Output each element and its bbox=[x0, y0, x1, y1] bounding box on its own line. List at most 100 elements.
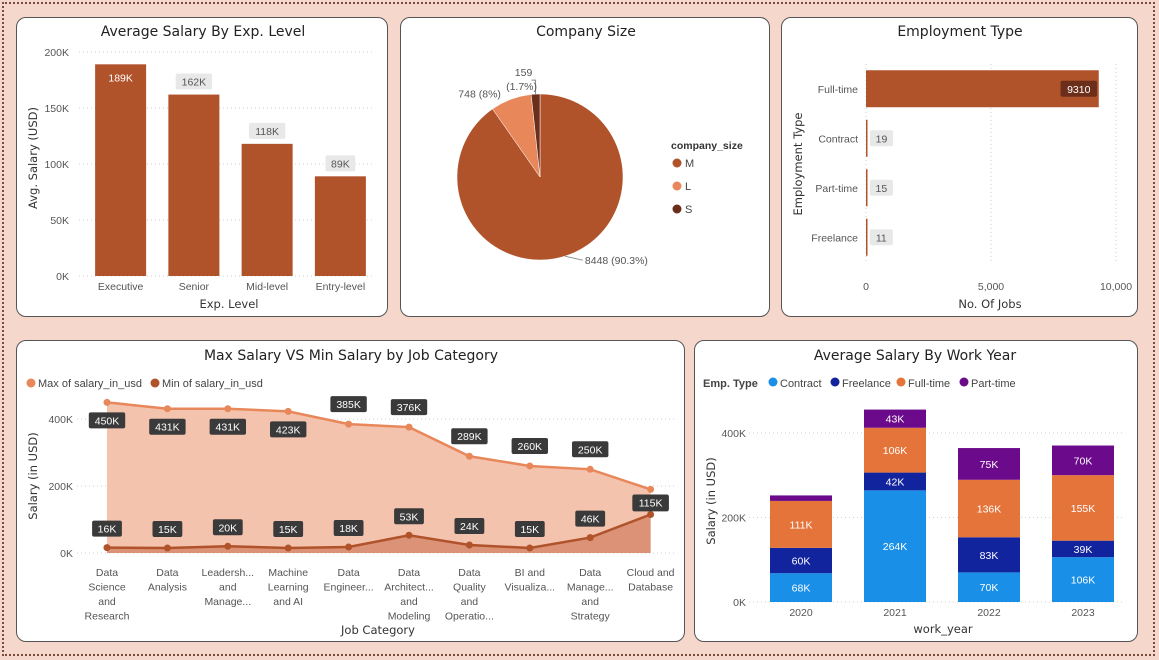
y-axis-title: Avg. Salary (USD) bbox=[26, 107, 40, 209]
line-max bbox=[106, 401, 651, 491]
x-tick-label: Quality bbox=[453, 582, 486, 594]
data-label-max: 260K bbox=[518, 441, 543, 453]
y-tick-label: 400K bbox=[721, 428, 746, 440]
data-label-min: 15K bbox=[279, 524, 298, 536]
x-tick-label: Research bbox=[85, 611, 130, 623]
data-label: 70K bbox=[980, 582, 999, 594]
data-label: 162K bbox=[182, 77, 207, 89]
data-label-bg bbox=[325, 155, 356, 172]
point-min[interactable] bbox=[163, 544, 171, 552]
point-min[interactable] bbox=[647, 511, 655, 518]
bar-executive[interactable] bbox=[95, 64, 147, 276]
card-company-size[interactable]: Company Size 8448 (90.3%) 748 (8%) 159 (1.7%… bbox=[400, 17, 770, 317]
bar-segment-full-time[interactable] bbox=[958, 479, 1020, 538]
point-min[interactable] bbox=[405, 531, 413, 539]
data-label-min: 15K bbox=[520, 524, 539, 536]
bar-segment-freelance[interactable] bbox=[864, 472, 926, 491]
x-tick-label: Science bbox=[88, 582, 126, 594]
point-max[interactable] bbox=[647, 485, 655, 493]
point-max[interactable] bbox=[405, 423, 413, 431]
data-label-max-bg bbox=[511, 437, 548, 454]
card-avg-salary-work-year[interactable]: Average Salary By Work Year Emp. Type Cont… bbox=[694, 340, 1138, 642]
bar-segment-part-time[interactable] bbox=[1052, 445, 1114, 476]
legend-item-max: Max of salary_in_usd bbox=[38, 378, 142, 390]
x-tick-label: Data bbox=[338, 567, 360, 579]
data-label-min: 46K bbox=[581, 514, 600, 526]
data-label: 106K bbox=[1071, 575, 1096, 587]
point-max[interactable] bbox=[526, 462, 534, 470]
bar-segment-contract[interactable] bbox=[1052, 557, 1114, 602]
x-tick-label: Data bbox=[156, 567, 178, 579]
bar-segment-contract[interactable] bbox=[958, 572, 1020, 602]
legend-title: company_size bbox=[671, 140, 743, 152]
data-label-min-bg bbox=[454, 517, 485, 534]
bar-segment-part-time[interactable] bbox=[958, 448, 1020, 480]
x-tick-label: and bbox=[219, 582, 237, 594]
x-tick-label: 2023 bbox=[1071, 607, 1095, 619]
bar-segment-full-time[interactable] bbox=[864, 427, 926, 473]
point-max[interactable] bbox=[586, 465, 594, 473]
x-tick-label: Database bbox=[628, 582, 673, 594]
data-label-max-bg bbox=[330, 396, 367, 413]
x-tick-label: and AI bbox=[273, 596, 303, 608]
point-min[interactable] bbox=[224, 542, 232, 550]
point-min[interactable] bbox=[586, 534, 594, 542]
bar-segment-contract[interactable] bbox=[864, 490, 926, 602]
bar-senior[interactable] bbox=[168, 94, 220, 276]
bar-segment-full-time[interactable] bbox=[1052, 475, 1114, 541]
bar-segment-part-time[interactable] bbox=[770, 495, 832, 501]
bar-segment-part-time[interactable] bbox=[864, 409, 926, 428]
bar-contract[interactable] bbox=[866, 119, 868, 157]
point-min[interactable] bbox=[526, 544, 534, 552]
bar-mid-level[interactable] bbox=[241, 143, 293, 276]
legend-marker-l bbox=[672, 181, 682, 191]
point-max[interactable] bbox=[103, 398, 111, 406]
bar-segment-freelance[interactable] bbox=[958, 537, 1020, 573]
bar-entry-level[interactable] bbox=[314, 176, 366, 276]
bar-segment-full-time[interactable] bbox=[770, 500, 832, 548]
data-label-min-bg bbox=[92, 520, 122, 537]
x-tick-label: Mid-level bbox=[246, 281, 288, 293]
data-label-max-bg bbox=[88, 412, 126, 429]
bar-full-time[interactable] bbox=[866, 70, 1099, 108]
bar-segment-contract[interactable] bbox=[770, 573, 832, 602]
legend-marker-m bbox=[672, 158, 682, 168]
y-axis-title: Salary (in USD) bbox=[26, 432, 40, 519]
card-avg-salary-exp-level[interactable]: Average Salary By Exp. Level 0K 50K 100K 150… bbox=[16, 17, 388, 317]
data-label: 43K bbox=[886, 414, 905, 426]
data-label-min: 20K bbox=[218, 522, 237, 534]
legend-item-l: L bbox=[685, 181, 691, 193]
data-label-bg bbox=[869, 179, 893, 196]
point-max[interactable] bbox=[465, 452, 473, 460]
point-min[interactable] bbox=[103, 544, 111, 552]
bar-part-time[interactable] bbox=[866, 169, 868, 207]
x-tick-label: Machine bbox=[268, 567, 308, 579]
card-max-min-salary-job-category[interactable]: Max Salary VS Min Salary by Job Category… bbox=[16, 340, 685, 642]
point-min[interactable] bbox=[465, 541, 473, 549]
point-min[interactable] bbox=[284, 544, 292, 552]
bar-segment-freelance[interactable] bbox=[1052, 540, 1114, 558]
data-label-min: 115K bbox=[639, 498, 663, 510]
bar-freelance[interactable] bbox=[866, 218, 868, 256]
data-label-max: 289K bbox=[457, 431, 482, 443]
x-axis-title: work_year bbox=[913, 622, 973, 636]
data-label-max: 431K bbox=[216, 422, 241, 434]
x-tick-label: Modeling bbox=[388, 611, 431, 623]
point-max[interactable] bbox=[224, 405, 232, 413]
data-label-max-bg bbox=[572, 441, 609, 458]
point-max[interactable] bbox=[163, 405, 171, 413]
bar-segment-freelance[interactable] bbox=[770, 547, 832, 574]
y-tick-label: Contract bbox=[818, 133, 858, 145]
leader-line bbox=[531, 79, 537, 95]
data-label-min-bg bbox=[632, 494, 669, 511]
point-min[interactable] bbox=[345, 543, 353, 551]
data-label: 60K bbox=[792, 556, 811, 568]
data-label-bg bbox=[869, 229, 893, 246]
card-employment-type[interactable]: Employment Type 0 5,000 10,000 Full-time 9310… bbox=[781, 17, 1138, 317]
data-label-max-bg bbox=[149, 418, 186, 435]
data-label: 106K bbox=[883, 445, 908, 457]
point-max[interactable] bbox=[345, 420, 353, 428]
point-max[interactable] bbox=[284, 407, 292, 415]
slice-label-s-pct: (1.7%) bbox=[506, 81, 537, 93]
y-tick-label: 100K bbox=[44, 159, 69, 171]
